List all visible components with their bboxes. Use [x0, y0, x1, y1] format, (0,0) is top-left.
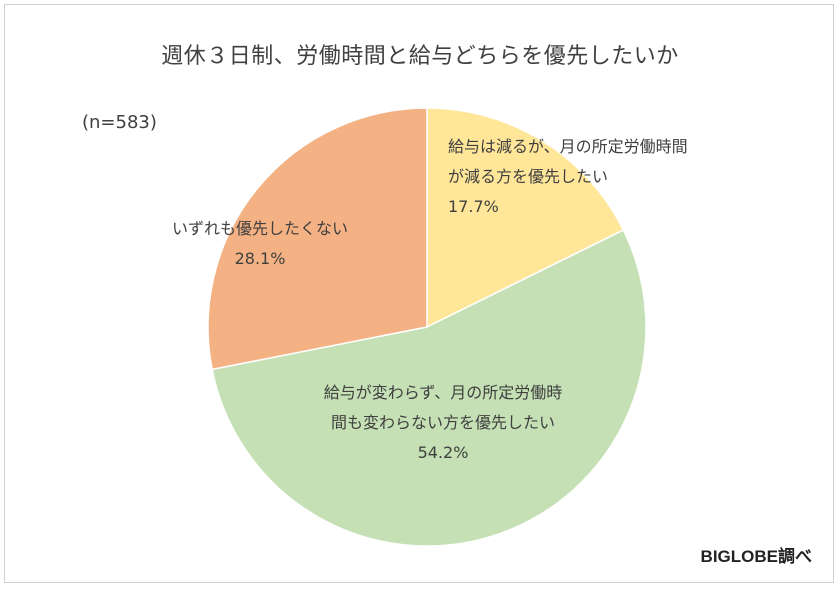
slice-percent: 28.1% — [234, 249, 286, 268]
slice-label-line1: 給与が変わらず、月の所定労働時 — [323, 383, 563, 402]
slice-label-line1: いずれも優先したくない — [171, 219, 348, 238]
slice-label-no-change: 給与が変わらず、月の所定労働時 間も変わらない方を優先したい 54.2% — [278, 378, 608, 468]
slice-percent: 17.7% — [448, 197, 499, 216]
slice-percent: 54.2% — [417, 443, 469, 462]
pie-slice-neither — [207, 107, 428, 371]
source-credit: BIGLOBE調べ — [700, 547, 812, 566]
chart-title: 週休３日制、労働時間と給与どちらを優先したいか — [161, 44, 679, 69]
sample-size: (n=583) — [82, 112, 157, 133]
slice-label-neither: いずれも優先したくない 28.1% — [130, 214, 390, 274]
slice-label-line1: 給与は減るが、月の所定労働時間 — [448, 137, 688, 156]
pie-slice-reduce-hours — [426, 107, 625, 329]
slice-label-line2: が減る方を優先したい — [448, 167, 609, 186]
slice-label-reduce-hours: 給与は減るが、月の所定労働時間 が減る方を優先したい 17.7% — [448, 132, 778, 222]
pie-slice-no-change — [211, 229, 647, 547]
slice-label-line2: 間も変わらない方を優先したい — [330, 413, 555, 432]
